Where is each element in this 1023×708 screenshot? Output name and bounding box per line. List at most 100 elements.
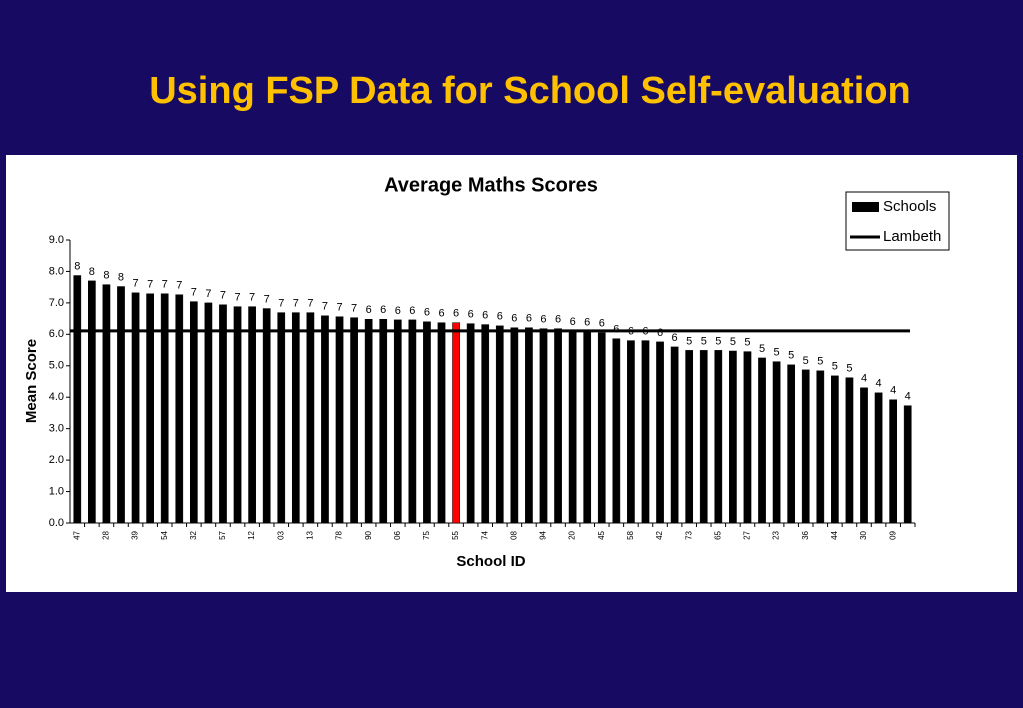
x-tick-label: 28 (102, 530, 111, 539)
bar (568, 330, 577, 524)
bar (627, 340, 635, 524)
bar (131, 292, 140, 524)
data-label: 7 (220, 290, 226, 302)
data-label: 6 (555, 314, 561, 326)
chart-title: Average Maths Scores (384, 174, 598, 196)
bar (189, 301, 198, 524)
data-label: 6 (672, 332, 678, 344)
bar (670, 346, 679, 524)
bar (554, 328, 562, 524)
bar (219, 304, 227, 524)
data-label: 7 (322, 301, 328, 313)
y-tick-label: 3.0 (49, 423, 64, 435)
x-tick-label: 65 (713, 530, 722, 539)
data-label: 6 (511, 313, 517, 325)
y-tick-label: 0.0 (49, 517, 64, 529)
data-label: 6 (380, 304, 386, 316)
bar (379, 318, 388, 524)
data-label: 7 (176, 280, 182, 292)
bar (685, 350, 694, 524)
data-label: 5 (715, 335, 721, 347)
data-label: 8 (103, 270, 109, 282)
data-label: 8 (89, 266, 95, 278)
data-label: 7 (162, 279, 168, 291)
legend-swatch (852, 202, 879, 212)
x-tick-label: 73 (684, 530, 693, 539)
data-label: 7 (234, 292, 240, 304)
bar (903, 405, 912, 524)
bar (641, 340, 650, 524)
x-tick-label: 36 (801, 530, 810, 539)
data-label: 6 (570, 316, 576, 328)
bar (743, 351, 752, 524)
bar (801, 369, 810, 524)
y-axis-label: Mean Score (23, 339, 40, 423)
y-tick-label: 8.0 (49, 265, 64, 277)
x-tick-label: 55 (451, 530, 460, 539)
data-label: 8 (74, 260, 80, 272)
bar (73, 275, 82, 524)
y-tick-label: 5.0 (49, 360, 64, 372)
data-label: 6 (395, 305, 401, 317)
data-label: 5 (832, 361, 838, 373)
data-label: 7 (336, 302, 342, 314)
bar (495, 325, 504, 524)
data-label: 6 (468, 309, 474, 321)
bar (860, 387, 868, 524)
data-label: 6 (540, 314, 546, 326)
y-tick-label: 6.0 (49, 328, 64, 340)
bar (364, 318, 373, 524)
bar (291, 312, 300, 524)
data-label: 6 (584, 317, 590, 329)
data-label: 5 (803, 355, 809, 367)
x-tick-label: 12 (247, 530, 256, 539)
x-tick-label: 57 (218, 530, 227, 539)
bar (699, 350, 708, 524)
data-label: 5 (774, 347, 780, 359)
bar (656, 341, 664, 524)
x-tick-label: 44 (830, 530, 839, 539)
slide-title: Using FSP Data for School Self-evaluatio… (149, 70, 911, 112)
data-label: 7 (249, 292, 255, 304)
bar (539, 328, 548, 524)
bar (525, 327, 533, 524)
legend-box (845, 191, 950, 251)
x-tick-label: 30 (859, 530, 868, 539)
bar (845, 377, 854, 524)
data-label: 7 (278, 298, 284, 310)
x-tick-label: 78 (335, 530, 344, 539)
x-tick-label: 75 (422, 530, 431, 539)
data-label: 6 (366, 304, 372, 316)
data-label: 4 (876, 378, 882, 390)
x-tick-label: 09 (888, 530, 897, 539)
data-label: 5 (744, 337, 750, 349)
x-tick-label: 23 (772, 530, 781, 539)
data-label: 6 (482, 309, 488, 321)
legend-label: Schools (883, 198, 936, 215)
bar (146, 293, 154, 524)
bar (102, 284, 111, 524)
data-label: 7 (293, 298, 299, 310)
data-label: 8 (118, 271, 124, 283)
data-label: 6 (526, 313, 532, 325)
x-tick-label: 20 (568, 530, 577, 539)
bar (874, 392, 883, 524)
data-label: 7 (307, 298, 313, 310)
data-label: 6 (657, 327, 663, 339)
bar (277, 312, 286, 524)
bar (772, 361, 781, 524)
bar (510, 327, 519, 524)
data-label: 7 (147, 279, 153, 291)
bar (306, 312, 315, 524)
chart: Average Maths Scores School ID Mean Scor… (6, 155, 1017, 592)
x-tick-label: 39 (131, 530, 140, 539)
data-label: 4 (905, 391, 911, 403)
bar (816, 370, 825, 524)
bar (787, 364, 796, 524)
x-tick-label: 42 (655, 530, 664, 539)
bar (117, 286, 125, 524)
data-label: 4 (890, 385, 896, 397)
y-tick-label: 2.0 (49, 454, 64, 466)
data-label: 5 (686, 335, 692, 347)
bar (758, 357, 766, 524)
